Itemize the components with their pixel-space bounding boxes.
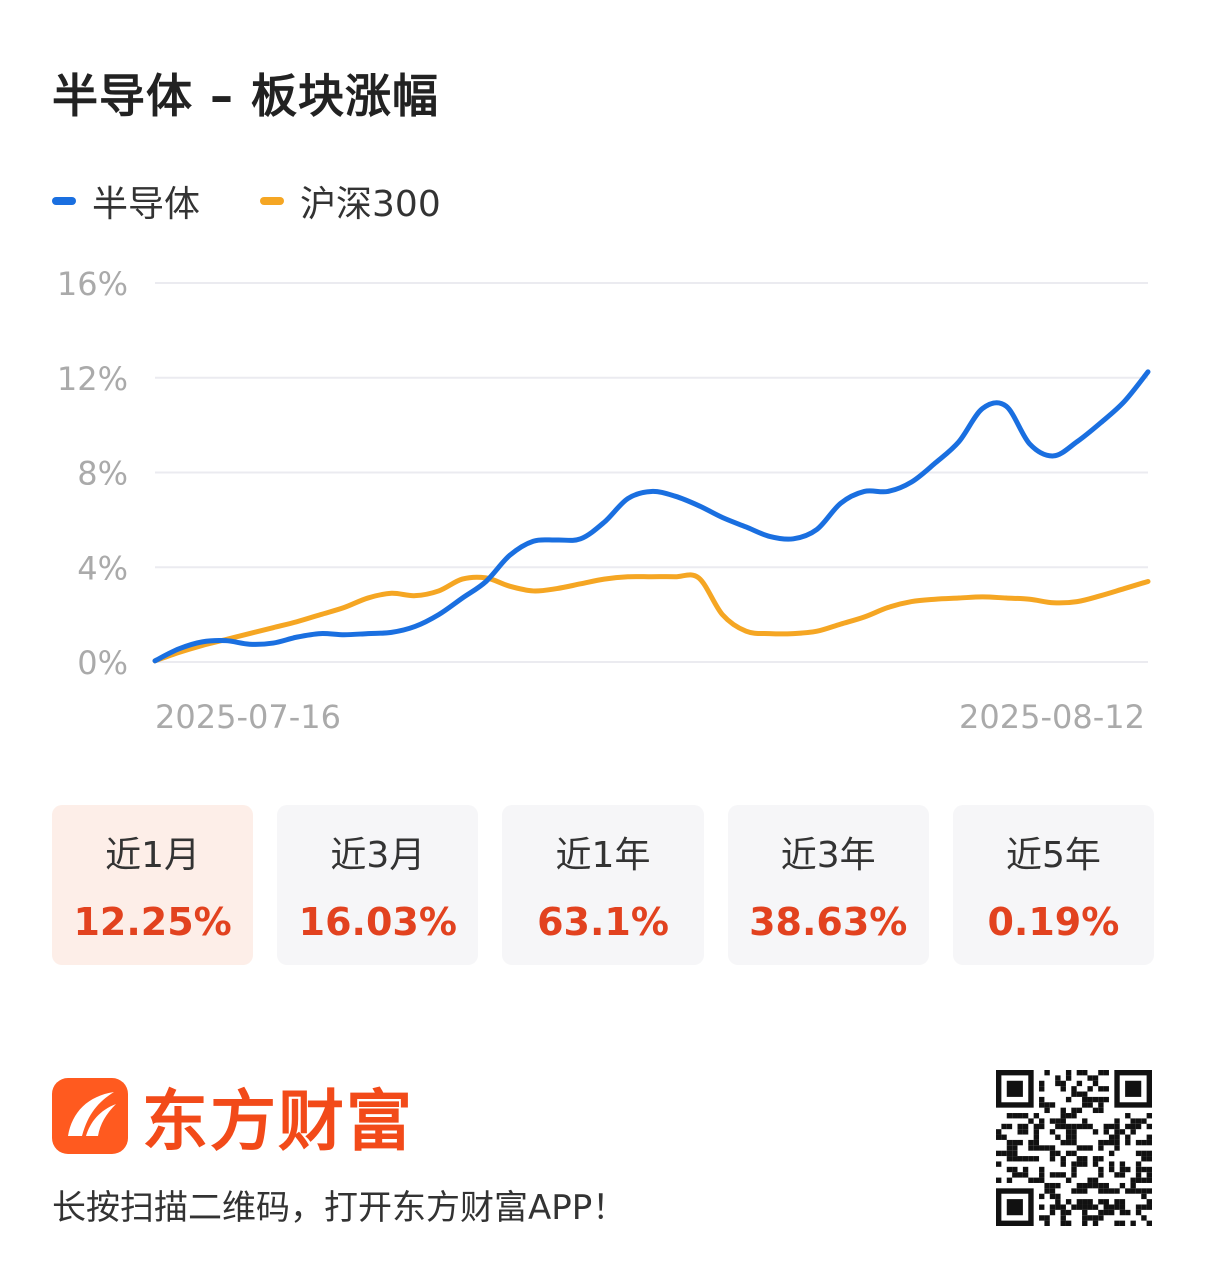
- brand: 东方财富: [52, 1068, 414, 1164]
- period-tabs: 近1月 12.25% 近3月 16.03% 近1年 63.1% 近3年 38.6…: [52, 805, 1155, 965]
- tab-label: 近3年: [780, 835, 876, 876]
- legend-swatch-semiconductor: [52, 197, 76, 205]
- series-line-csi300: [152, 572, 1151, 664]
- tab-label: 近3月: [330, 835, 426, 876]
- chart-legend: 半导体 沪深300: [52, 175, 441, 227]
- tab-value: 12.25%: [73, 900, 232, 944]
- y-tick-label: 16%: [57, 265, 128, 303]
- tab-label: 近1月: [105, 835, 201, 876]
- y-tick-label: 4%: [77, 549, 128, 587]
- brand-logo-icon: [52, 1078, 128, 1154]
- tab-5-year[interactable]: 近5年 0.19%: [952, 805, 1155, 965]
- tab-value: 16.03%: [298, 900, 457, 944]
- y-tick-label: 0%: [77, 644, 128, 682]
- legend-swatch-csi300: [260, 197, 285, 205]
- page-title: 半导体 – 板块涨幅: [52, 69, 440, 123]
- tab-value: 0.19%: [987, 900, 1120, 944]
- tab-label: 近5年: [1005, 835, 1101, 876]
- series-line-semiconductor: [152, 369, 1151, 664]
- x-tick-label-start: 2025-07-16: [155, 698, 341, 736]
- tab-label: 近1年: [555, 835, 651, 876]
- tab-value: 38.63%: [749, 900, 908, 944]
- line-chart: 16% 12% 8% 4% 0% 2025-07-16 2025-08-12: [57, 265, 1151, 736]
- y-tick-label: 12%: [57, 360, 128, 398]
- y-tick-label: 8%: [77, 455, 128, 493]
- legend-item-csi300: 沪深300: [260, 175, 441, 227]
- tab-3-year[interactable]: 近3年 38.63%: [727, 805, 929, 965]
- footer-instruction: 长按扫描二维码，打开东方财富APP！: [52, 1188, 627, 1228]
- legend-label-csi300: 沪深300: [300, 184, 441, 225]
- brand-name: 东方财富: [142, 1083, 414, 1160]
- legend-label-semiconductor: 半导体: [92, 184, 201, 225]
- legend-item-semiconductor: 半导体: [52, 175, 200, 227]
- tab-1-year[interactable]: 近1年 63.1%: [502, 805, 704, 965]
- qr-code-icon[interactable]: [996, 1070, 1152, 1226]
- tab-3-month[interactable]: 近3月 16.03%: [277, 805, 479, 965]
- x-tick-label-end: 2025-08-12: [959, 698, 1145, 736]
- tab-1-month[interactable]: 近1月 12.25%: [52, 805, 254, 965]
- tab-value: 63.1%: [537, 900, 669, 944]
